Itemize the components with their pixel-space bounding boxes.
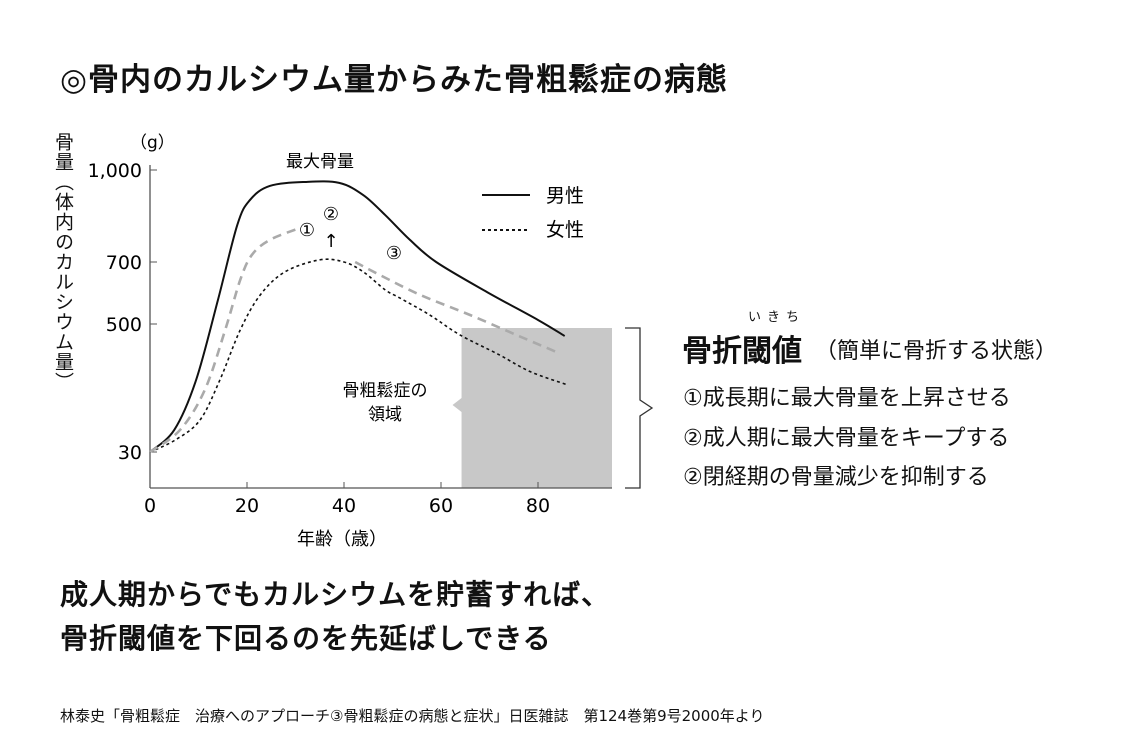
threshold-bracket <box>625 327 654 489</box>
x-tick-label: 40 <box>332 495 356 517</box>
marker-3: ③ <box>386 243 402 264</box>
conclusion-line: 成人期からでもカルシウムを貯蓄すれば、 <box>60 578 611 611</box>
marker-1: ① <box>299 220 315 241</box>
y-tick-label: 500 <box>106 314 142 336</box>
threshold-item: ①成長期に最大骨量を上昇させる <box>683 386 1011 411</box>
y-tick-label: 700 <box>106 252 142 274</box>
page-title: ◎骨内のカルシウム量からみた骨粗鬆症の病態 <box>60 62 729 98</box>
threshold-subtitle: （簡単に骨折する状態） <box>815 339 1058 364</box>
legend-label-male: 男性 <box>546 185 584 207</box>
legend-label-female: 女性 <box>546 219 584 241</box>
osteoporosis-region <box>452 328 612 488</box>
threshold-item: ②閉経期の骨量減少を抑制する <box>683 465 989 490</box>
marker-2: ② <box>323 204 339 225</box>
region-label: 領域 <box>368 405 402 425</box>
x-tick-label: 80 <box>526 495 550 517</box>
series-line-male <box>149 180 566 453</box>
source-citation: 林泰史「骨粗鬆症 治療へのアプローチ③骨粗鬆症の病態と症状」日医雑誌 第124巻… <box>60 707 765 725</box>
peak-bone-mass-label: 最大骨量 <box>286 152 354 172</box>
threshold-item: ②成人期に最大骨量をキープする <box>683 426 1010 451</box>
x-tick-label: 20 <box>235 495 259 517</box>
y-axis-label: 骨量（体内のカルシウム量） <box>52 132 74 392</box>
up-arrow-icon: ↑ <box>323 231 338 252</box>
x-axis-label: 年齢（歳） <box>297 529 387 550</box>
y-tick-label: 1,000 <box>88 160 142 182</box>
conclusion-line: 骨折閾値を下回るのを先延ばしできる <box>60 622 552 655</box>
y-tick-label: 30 <box>118 442 142 464</box>
improved-female-line <box>354 260 561 355</box>
region-label: 骨粗鬆症の <box>343 380 428 401</box>
threshold-ruby: いきち <box>748 310 806 325</box>
series-line-female <box>149 258 568 453</box>
threshold-title: 骨折閾値 <box>682 334 802 369</box>
x-tick-label: 0 <box>144 495 156 517</box>
y-unit-label: （g） <box>130 133 175 153</box>
improved-female-line <box>149 226 301 454</box>
x-tick-label: 60 <box>429 495 453 517</box>
